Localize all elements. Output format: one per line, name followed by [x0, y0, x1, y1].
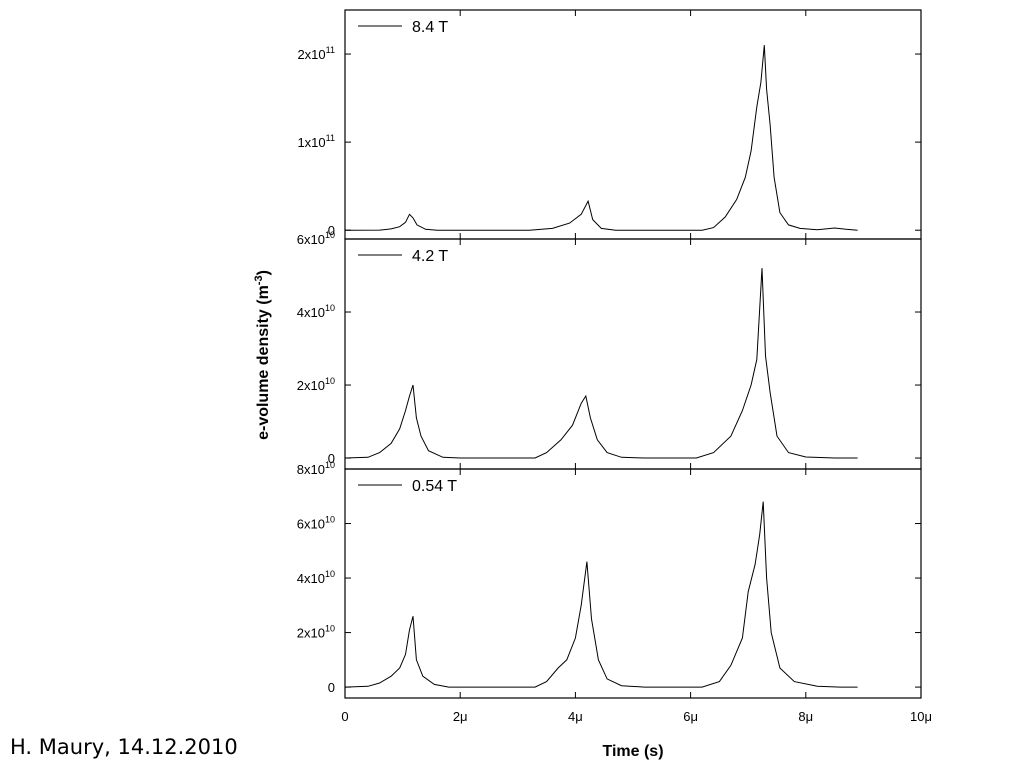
y-tick-label-base: 8x10 [297, 462, 325, 477]
y-tick-label-base: 4x10 [297, 571, 325, 586]
y-tick-label-base: 2x10 [297, 47, 325, 62]
legend-label: 0.54 T [412, 478, 457, 495]
y-tick-label: 0 [328, 680, 335, 695]
x-tick-label: 10μ [910, 709, 932, 724]
y-tick-label-exponent: 11 [326, 45, 335, 55]
y-tick-label-base: 0 [328, 680, 335, 695]
y-axis-title-main: e-volume density (m [255, 285, 272, 440]
y-tick-label: 1x1011 [297, 133, 335, 150]
y-tick-label-exponent: 10 [325, 230, 335, 240]
y-tick-label: 2x1011 [297, 45, 335, 62]
x-tick-label: 0 [341, 709, 348, 724]
y-tick-label: 4x1010 [297, 569, 335, 586]
y-tick-label-exponent: 10 [325, 460, 335, 470]
y-tick-label: 2x1010 [297, 376, 335, 393]
panel-frame-3 [344, 468, 922, 699]
y-tick-label: 6x1010 [297, 230, 335, 247]
y-tick-label-base: 2x10 [297, 378, 325, 393]
x-tick-label: 6μ [683, 709, 698, 724]
series-line-0.54-T [344, 501, 858, 688]
y-axis-title-close: ) [255, 270, 272, 275]
panel-frame-2 [344, 238, 922, 470]
series-line-8.4-T [344, 45, 858, 231]
y-tick-label-base: 0 [328, 223, 335, 238]
x-tick-label: 2μ [453, 709, 468, 724]
y-tick-label: 6x1010 [297, 515, 335, 532]
x-tick-label: 8μ [798, 709, 813, 724]
x-tick-label: 4μ [568, 709, 583, 724]
legend-label: 4.2 T [412, 248, 448, 265]
y-tick-label-base: 4x10 [297, 305, 325, 320]
y-tick-label-base: 6x10 [297, 517, 325, 532]
y-tick-label-exponent: 10 [325, 303, 335, 313]
legend-label: 8.4 T [412, 19, 448, 36]
y-tick-label: 2x1010 [297, 624, 335, 641]
y-tick-label-base: 1x10 [297, 135, 325, 150]
panel-frame-1 [344, 9, 922, 240]
y-tick-label-exponent: 10 [325, 376, 335, 386]
x-axis-title: Time (s) [602, 743, 663, 760]
y-axis-title-exponent: -3 [253, 275, 265, 285]
y-axis-title: e-volume density (m-3) [253, 270, 272, 440]
y-tick-label-exponent: 11 [326, 133, 335, 143]
y-tick-label: 0 [328, 451, 335, 466]
y-tick-label-exponent: 10 [325, 515, 335, 525]
y-tick-label-base: 2x10 [297, 626, 325, 641]
y-tick-label: 4x1010 [297, 303, 335, 320]
y-tick-label: 8x1010 [297, 460, 335, 477]
y-tick-label: 0 [328, 223, 335, 238]
y-tick-label-base: 6x10 [297, 232, 325, 247]
y-tick-label-base: 0 [328, 451, 335, 466]
author-credit: H. Maury, 14.12.2010 [10, 735, 238, 759]
y-tick-label-exponent: 10 [325, 624, 335, 634]
y-tick-label-exponent: 10 [325, 569, 335, 579]
series-line-4.2-T [344, 268, 858, 459]
